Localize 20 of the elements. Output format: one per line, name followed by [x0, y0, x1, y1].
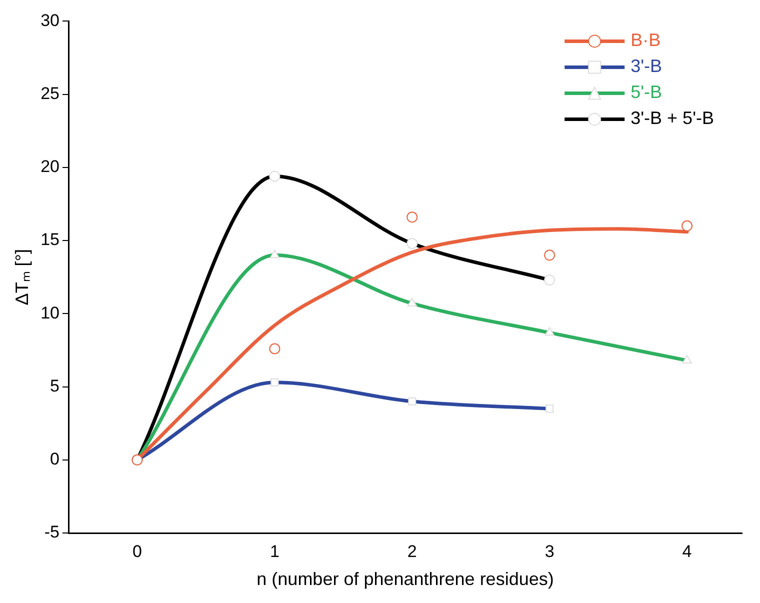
legend-label: 3'-B + 5'-B [630, 108, 714, 128]
y-tick-label: 10 [40, 303, 60, 322]
x-tick-label: 4 [682, 542, 692, 561]
legend-label: 3'-B [630, 56, 662, 76]
x-tick-label: 3 [544, 542, 554, 561]
x-tick-label: 2 [407, 542, 417, 561]
point [269, 343, 280, 354]
y-tick-label: -5 [44, 522, 60, 542]
y-tick-label: 25 [40, 84, 60, 103]
y-tick-label: 20 [40, 157, 60, 176]
y-tick-label: 0 [50, 450, 60, 469]
x-axis-title: n (number of phenanthrene residues) [256, 569, 554, 590]
y-tick-label: 5 [50, 376, 60, 396]
y-tick-label: 15 [40, 230, 60, 250]
legend-label: 5'-B [630, 82, 662, 102]
y-axis-title: ΔTₘ [°] [12, 248, 32, 306]
legend-label: B·B [630, 30, 661, 50]
x-tick-label: 0 [132, 542, 142, 561]
y-tick-label: 30 [40, 10, 60, 30]
x-tick-label: 1 [270, 542, 280, 561]
